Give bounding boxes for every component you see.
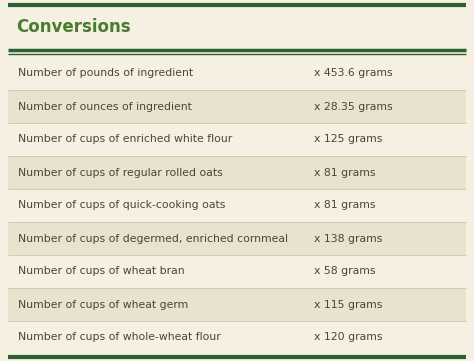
Bar <box>8 222 466 255</box>
Text: Number of cups of wheat germ: Number of cups of wheat germ <box>18 300 188 309</box>
Text: x 58 grams: x 58 grams <box>314 266 375 277</box>
Bar <box>8 156 466 189</box>
Bar <box>8 123 466 156</box>
Text: x 453.6 grams: x 453.6 grams <box>314 69 392 78</box>
Bar <box>8 288 466 321</box>
Text: x 138 grams: x 138 grams <box>314 234 382 244</box>
Text: x 81 grams: x 81 grams <box>314 200 375 210</box>
Text: Number of pounds of ingredient: Number of pounds of ingredient <box>18 69 193 78</box>
Text: Number of ounces of ingredient: Number of ounces of ingredient <box>18 101 192 112</box>
Text: x 81 grams: x 81 grams <box>314 168 375 178</box>
Bar <box>8 321 466 354</box>
Bar <box>8 8 466 46</box>
Text: Conversions: Conversions <box>16 18 131 36</box>
Text: Number of cups of regular rolled oats: Number of cups of regular rolled oats <box>18 168 223 178</box>
Text: x 115 grams: x 115 grams <box>314 300 382 309</box>
Text: Number of cups of quick-cooking oats: Number of cups of quick-cooking oats <box>18 200 225 210</box>
Text: Number of cups of degermed, enriched cornmeal: Number of cups of degermed, enriched cor… <box>18 234 288 244</box>
Bar <box>8 255 466 288</box>
Bar <box>8 57 466 90</box>
Text: Number of cups of enriched white flour: Number of cups of enriched white flour <box>18 135 232 144</box>
Bar <box>8 90 466 123</box>
Text: x 28.35 grams: x 28.35 grams <box>314 101 392 112</box>
Text: x 120 grams: x 120 grams <box>314 332 382 343</box>
Text: Number of cups of wheat bran: Number of cups of wheat bran <box>18 266 185 277</box>
Bar <box>8 189 466 222</box>
Text: Number of cups of whole-wheat flour: Number of cups of whole-wheat flour <box>18 332 221 343</box>
Text: x 125 grams: x 125 grams <box>314 135 382 144</box>
